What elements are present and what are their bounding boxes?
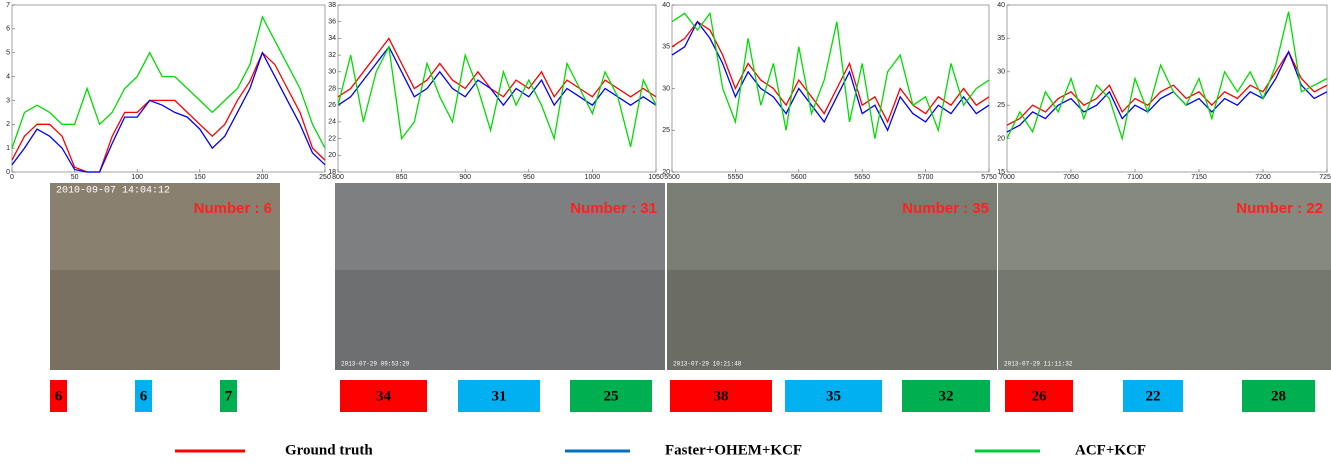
count-value: 25: [604, 388, 619, 404]
y-tick-label: 32: [328, 52, 336, 59]
x-tick-label: 1000: [585, 174, 601, 181]
count-value: 38: [714, 388, 729, 404]
x-tick-label: 7100: [1127, 174, 1143, 181]
x-tick-label: 7000: [999, 174, 1015, 181]
legend-label: Faster+OHEM+KCF: [665, 442, 802, 458]
x-tick-label: 7250: [1319, 174, 1331, 181]
y-tick-label: 30: [662, 85, 670, 92]
x-tick-label: 5500: [664, 174, 680, 181]
y-tick-label: 36: [328, 19, 336, 26]
y-tick-label: 30: [328, 69, 336, 76]
timestamp: 2013-07-29 09:53:29: [341, 361, 410, 368]
x-tick-label: 150: [194, 174, 206, 181]
count-overlay: Number : 31: [570, 200, 657, 217]
y-tick-label: 38: [328, 2, 336, 9]
legend-label: Ground truth: [285, 442, 373, 458]
y-tick-label: 22: [328, 135, 336, 142]
y-tick-label: 4: [6, 73, 10, 80]
x-tick-label: 800: [332, 174, 344, 181]
x-tick-label: 7200: [1255, 174, 1271, 181]
y-tick-label: 35: [662, 44, 670, 51]
y-tick-label: 30: [997, 69, 1005, 76]
y-tick-label: 35: [997, 35, 1005, 42]
count-value: 32: [939, 388, 954, 404]
timestamp: 2010-09-07 14:04:12: [56, 186, 170, 197]
count-overlay: Number : 22: [1236, 200, 1323, 217]
y-tick-label: 24: [328, 119, 336, 126]
y-tick-label: 7: [6, 2, 10, 9]
count-value: 31: [492, 388, 507, 404]
plot-frame: [338, 5, 656, 172]
y-tick-label: 28: [328, 85, 336, 92]
x-tick-label: 5550: [728, 174, 744, 181]
y-tick-label: 2: [6, 121, 10, 128]
y-tick-label: 40: [662, 2, 670, 9]
count-overlay: Number : 35: [902, 200, 989, 217]
legend-label: ACF+KCF: [1075, 442, 1146, 458]
x-tick-label: 5750: [981, 174, 997, 181]
timestamp: 2013-07-29 10:21:48: [673, 361, 742, 368]
scene-ground: [335, 270, 665, 370]
count-overlay: Number : 6: [194, 200, 272, 217]
y-tick-label: 1: [6, 145, 10, 152]
y-tick-label: 26: [328, 102, 336, 109]
count-value: 26: [1032, 388, 1048, 404]
x-tick-label: 5650: [854, 174, 870, 181]
x-tick-label: 0: [10, 174, 14, 181]
count-value: 35: [826, 388, 841, 404]
y-tick-label: 40: [997, 2, 1005, 9]
x-tick-label: 5600: [791, 174, 807, 181]
x-tick-label: 850: [396, 174, 408, 181]
x-tick-label: 5700: [918, 174, 934, 181]
scene-ground: [998, 270, 1331, 370]
timestamp: 2013-07-29 11:11:32: [1004, 361, 1073, 368]
count-value: 22: [1146, 388, 1161, 404]
count-value: 6: [55, 388, 63, 404]
count-value: 28: [1271, 388, 1286, 404]
count-value: 7: [225, 388, 233, 404]
y-tick-label: 34: [328, 35, 336, 42]
y-tick-label: 6: [6, 26, 10, 33]
count-value: 34: [376, 388, 392, 404]
x-tick-label: 7150: [1191, 174, 1207, 181]
count-value: 6: [140, 388, 148, 404]
x-tick-label: 200: [257, 174, 269, 181]
x-tick-label: 100: [131, 174, 143, 181]
scene-ground: [667, 270, 997, 370]
y-tick-label: 20: [997, 135, 1005, 142]
plot-frame: [672, 5, 989, 172]
y-tick-label: 25: [662, 127, 670, 134]
y-tick-label: 25: [997, 102, 1005, 109]
scene-ground: [50, 270, 280, 370]
y-tick-label: 20: [328, 152, 336, 159]
x-tick-label: 50: [71, 174, 79, 181]
y-tick-label: 3: [6, 97, 10, 104]
plot-frame: [12, 5, 325, 172]
x-tick-label: 950: [523, 174, 535, 181]
figure: 0123456705010015020025018202224262830323…: [0, 0, 1331, 462]
x-tick-label: 900: [459, 174, 471, 181]
x-tick-label: 7050: [1063, 174, 1079, 181]
y-tick-label: 5: [6, 50, 10, 57]
page: {"chart_data": [ {"type": "line", "x": […: [0, 0, 1331, 462]
